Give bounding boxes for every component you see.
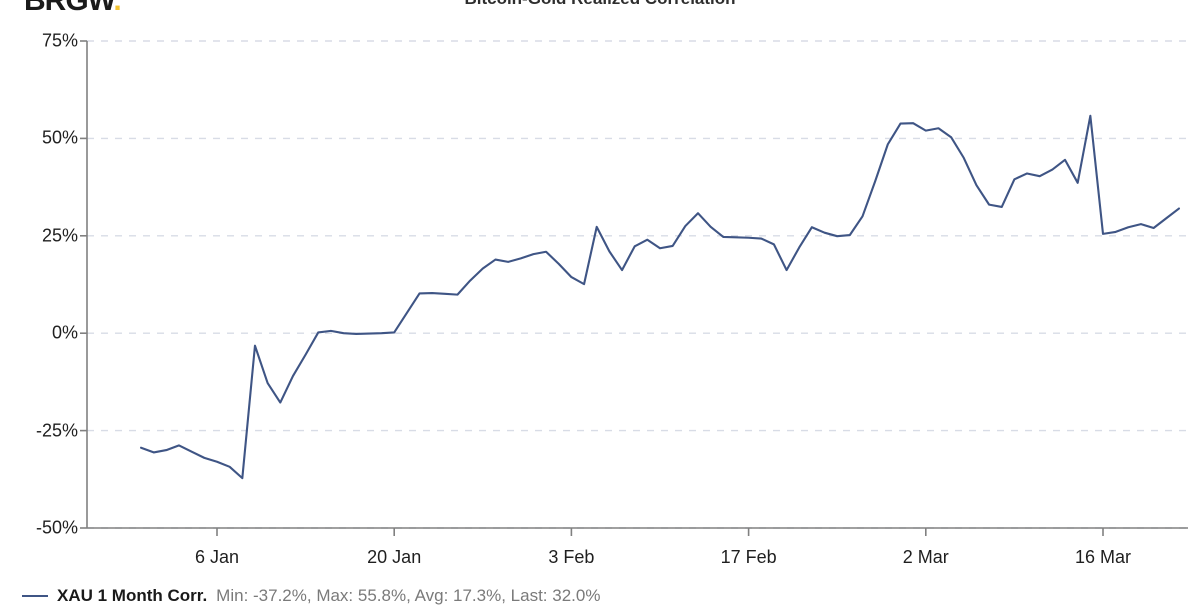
chart-legend[interactable]: XAU 1 Month Corr. Min: -37.2%, Max: 55.8…	[22, 586, 600, 606]
y-axis-tick-label: 75%	[41, 30, 78, 51]
brand-logo-dot: .	[113, 0, 121, 17]
series-line-xau-1-month-corr[interactable]	[140, 114, 1180, 480]
x-axis-tick-label: 20 Jan	[367, 547, 422, 567]
y-axis-labels: 75% 50% 25% 0% -25% -50%	[0, 0, 78, 610]
y-axis-tick-label: 25%	[41, 225, 78, 246]
chart-title: Bitcoin-Gold Realized Correlation	[0, 0, 1200, 10]
y-axis-tick-label: -25%	[35, 420, 78, 441]
legend-stats: Min: -37.2%, Max: 55.8%, Avg: 17.3%, Las…	[216, 586, 601, 605]
x-axis-tick-label: 17 Feb	[720, 547, 777, 567]
y-axis-tick-label: 50%	[41, 127, 78, 148]
legend-line-swatch	[22, 595, 48, 597]
x-axis-tick-label: 16 Mar	[1074, 547, 1132, 567]
y-axis-tick-label: -50%	[35, 517, 78, 538]
x-axis-tick-label: 6 Jan	[194, 547, 240, 567]
x-axis-tick-label: 3 Feb	[548, 547, 595, 567]
brand-logo-text: BRGW	[24, 0, 114, 17]
x-axis-tick-label: 2 Mar	[902, 547, 949, 567]
legend-series-name: XAU 1 Month Corr.	[57, 586, 208, 605]
brand-logo: BRGW.	[24, 0, 122, 17]
y-axis-tick-label: 0%	[51, 322, 78, 343]
